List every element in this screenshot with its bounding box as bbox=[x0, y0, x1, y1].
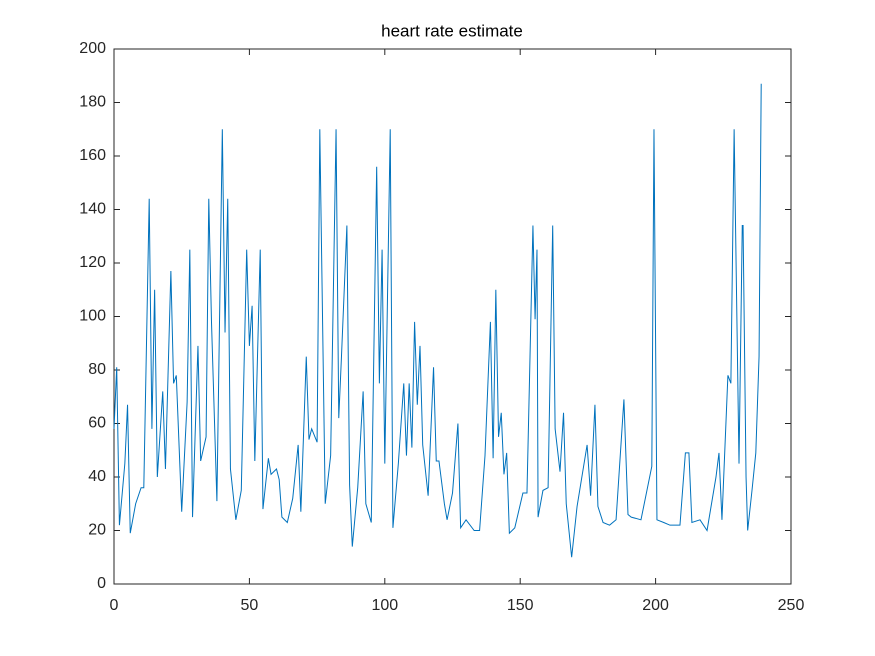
x-tick-label: 150 bbox=[507, 597, 534, 614]
y-tick-label: 200 bbox=[79, 40, 106, 57]
y-tick-label: 80 bbox=[88, 361, 106, 378]
y-tick-label: 100 bbox=[79, 308, 106, 325]
y-tick-label: 40 bbox=[88, 468, 106, 485]
y-tick-label: 160 bbox=[79, 147, 106, 164]
x-tick-label: 0 bbox=[110, 597, 119, 614]
plot-area bbox=[113, 48, 792, 585]
x-tick-label: 50 bbox=[241, 597, 259, 614]
y-tick-label: 120 bbox=[79, 254, 106, 271]
data-line bbox=[113, 83, 762, 558]
x-tick-label: 100 bbox=[371, 597, 398, 614]
x-tick-label: 250 bbox=[778, 597, 805, 614]
x-tick-label: 200 bbox=[642, 597, 669, 614]
y-tick-label: 0 bbox=[97, 575, 106, 592]
y-tick-label: 180 bbox=[79, 94, 106, 111]
y-tick-label: 140 bbox=[79, 201, 106, 218]
chart-title: heart rate estimate bbox=[381, 21, 523, 40]
y-tick-label: 60 bbox=[88, 415, 106, 432]
y-tick-label: 20 bbox=[88, 522, 106, 539]
